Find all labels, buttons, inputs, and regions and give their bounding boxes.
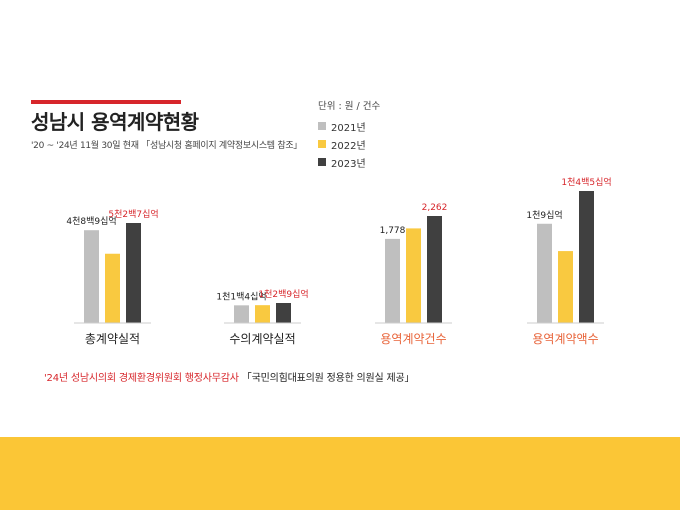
value-label-수의계약실적-1: 1천2백9십억 [258,288,308,300]
bar-용역계약건수-2022년 [406,228,421,323]
legend-item-2022: 2022년 [318,135,366,153]
value-label-용역계약건수-1: 2,262 [422,203,448,213]
bar-수의계약실적-2021년 [234,305,249,323]
value-label-총계약실적-1: 5천2백7십억 [108,208,158,220]
legend-label-2021: 2021년 [331,122,366,134]
bar-용역계약건수-2021년 [385,238,400,323]
footnote-source-dark: 「국민의힘대표의원 정용한 의원실 제공」 [241,373,415,384]
value-label-용역계약액수-0: 1천9십억 [526,209,562,221]
value-label-수의계약실적-0: 1천1백4십억 [216,290,266,302]
legend-item-2023: 2023년 [318,153,366,171]
bar-용역계약액수-2021년 [537,223,552,323]
value-label-용역계약건수-0: 1,778 [380,226,406,236]
page-subtitle: '20 ~ '24년 11월 30일 현재 「성남시청 홈페이지 계약정보시스템… [31,141,303,151]
category-label-수의계약실적: 수의계약실적 [229,331,295,346]
value-label-총계약실적-0: 4천8백9십억 [66,215,116,227]
legend-swatch-2022 [318,140,326,148]
category-label-용역계약액수: 용역계약액수 [532,331,598,346]
page-title: 성남시 용역계약현황 [31,110,199,134]
unit-label: 단위 : 원 / 건수 [318,101,381,112]
bar-총계약실적-2023년 [126,223,141,323]
legend-swatch-2023 [318,158,326,166]
legend-label-2023: 2023년 [331,158,366,170]
chart-legend: 2021년 2022년 2023년 [318,117,366,171]
bar-용역계약액수-2022년 [558,251,573,323]
legend-label-2022: 2022년 [331,140,366,152]
title-accent-bar [31,100,181,104]
bar-수의계약실적-2023년 [276,303,291,323]
value-label-용역계약액수-1: 1천4백5십억 [561,176,611,188]
footnote-source-red: '24년 성남시의회 경제환경위원회 행정사무감사 [44,373,239,384]
bar-용역계약건수-2023년 [427,216,442,323]
legend-swatch-2021 [318,122,326,130]
bar-용역계약액수-2023년 [579,191,594,323]
category-label-용역계약건수: 용역계약건수 [380,331,446,346]
bottom-yellow-band [0,437,680,510]
legend-item-2021: 2021년 [318,117,366,135]
category-label-총계약실적: 총계약실적 [85,331,140,346]
source-footnote: '24년 성남시의회 경제환경위원회 행정사무감사 「국민의힘대표의원 정용한 … [44,369,415,384]
bar-총계약실적-2021년 [84,230,99,323]
bar-총계약실적-2022년 [105,253,120,323]
bar-수의계약실적-2022년 [255,305,270,323]
